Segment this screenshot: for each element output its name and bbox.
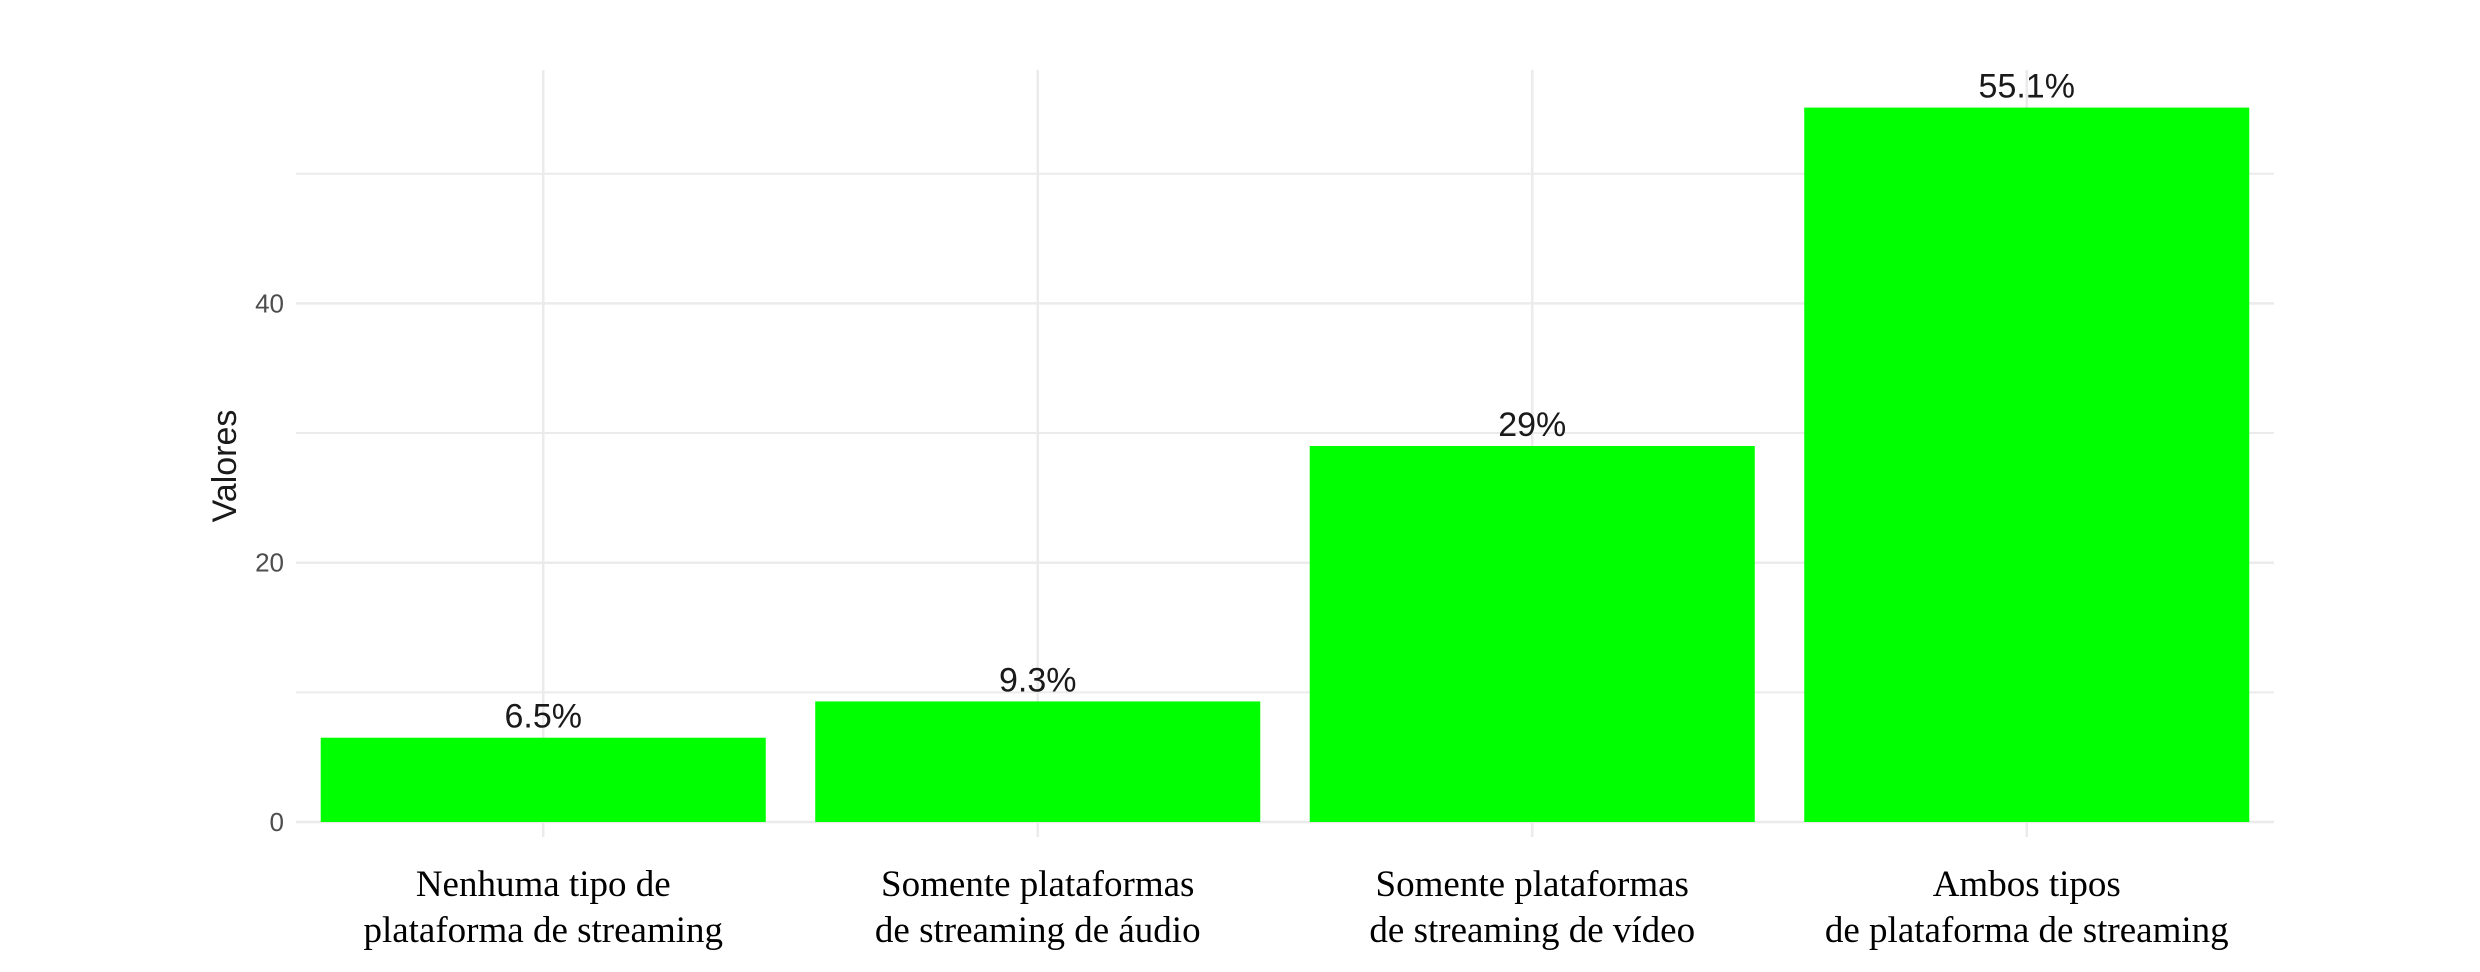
y-axis: 0 20 40 — [255, 288, 284, 837]
x-axis: Nenhuma tipo de plataforma de streaming So… — [363, 864, 2228, 951]
bar-value-label: 55.1% — [1979, 68, 2075, 106]
x-tick-label: Ambos tipos de plataforma de streaming — [1825, 864, 2229, 951]
bar — [320, 737, 766, 822]
bars — [320, 107, 2250, 823]
y-axis-title: Valores — [206, 410, 244, 523]
bar-value-label: 29% — [1498, 406, 1566, 444]
bar-value-label: 9.3% — [999, 661, 1077, 699]
y-tick-label: 0 — [270, 807, 284, 837]
x-tick-label: Somente plataformas de streaming de áudio — [875, 864, 1201, 951]
bar — [815, 701, 1261, 822]
x-tick-label: Nenhuma tipo de plataforma de streaming — [363, 864, 723, 951]
y-tick-label: 20 — [255, 548, 284, 578]
bar — [1309, 446, 1755, 822]
x-tick-label: Somente plataformas de streaming de vídeo — [1369, 864, 1695, 951]
data-labels: 6.5% 9.3% 29% 55.1% — [505, 68, 2075, 736]
bar — [1804, 107, 2250, 823]
y-tick-label: 40 — [255, 288, 284, 318]
bar-value-label: 6.5% — [505, 698, 583, 736]
